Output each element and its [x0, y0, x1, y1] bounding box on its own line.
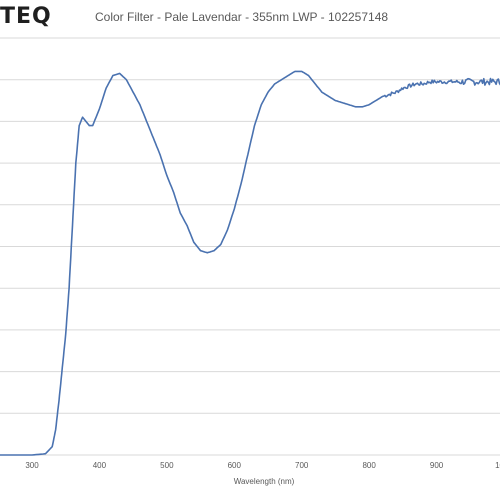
- x-tick-label-900: 900: [430, 461, 444, 470]
- chart-title: Color Filter - Pale Lavendar - 355nm LWP…: [95, 10, 389, 24]
- x-tick-label-400: 400: [93, 461, 107, 470]
- brand-logo: TEQ: [0, 4, 52, 29]
- x-tick-label-300: 300: [25, 461, 39, 470]
- grid-lines: [0, 37, 500, 456]
- x-tick-label-500: 500: [160, 461, 174, 470]
- x-tick-label-700: 700: [295, 461, 309, 470]
- x-tick-label-600: 600: [228, 461, 242, 470]
- x-axis-label: Wavelength (nm): [234, 477, 295, 486]
- x-tick-label-800: 800: [362, 461, 376, 470]
- x-tick-labels: 300 400 500 600 700 800 900 1000: [25, 461, 500, 470]
- series-line: [0, 70, 500, 456]
- x-tick-label-1000: 1000: [495, 461, 500, 470]
